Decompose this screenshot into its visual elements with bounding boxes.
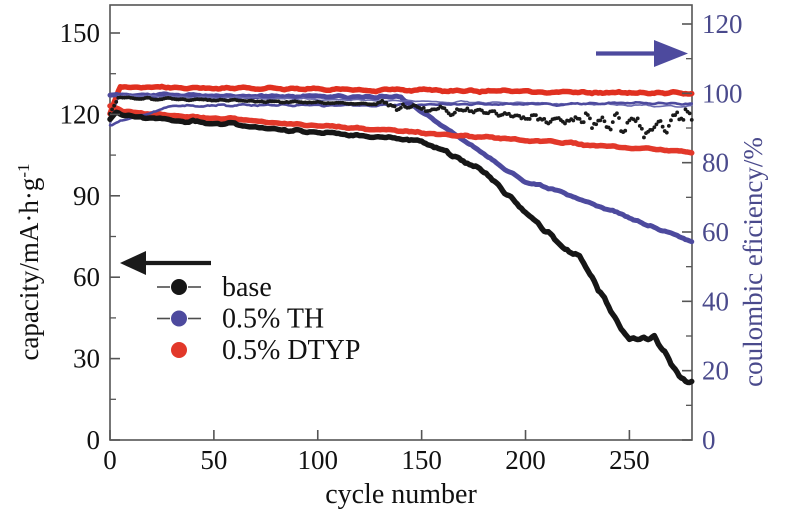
svg-text:40: 40	[702, 286, 729, 316]
svg-text:120: 120	[60, 99, 101, 129]
svg-text:0.5% TH: 0.5% TH	[222, 304, 324, 335]
svg-text:150: 150	[60, 18, 101, 48]
svg-text:60: 60	[73, 262, 100, 292]
svg-text:base: base	[222, 272, 272, 303]
svg-text:20: 20	[702, 356, 729, 386]
svg-text:100: 100	[298, 445, 339, 475]
svg-text:90: 90	[73, 181, 100, 211]
svg-text:200: 200	[505, 445, 546, 475]
svg-text:80: 80	[702, 148, 729, 178]
svg-text:60: 60	[702, 217, 729, 247]
svg-text:30: 30	[73, 344, 100, 374]
svg-text:0: 0	[87, 425, 101, 455]
svg-text:120: 120	[702, 9, 743, 39]
svg-text:0: 0	[103, 445, 117, 475]
svg-text:capacity/mA·h·g-1: capacity/mA·h·g-1	[14, 163, 45, 360]
svg-text:100: 100	[702, 78, 743, 108]
svg-text:cycle number: cycle number	[325, 479, 477, 510]
svg-text:250: 250	[609, 445, 650, 475]
svg-text:150: 150	[401, 445, 442, 475]
svg-text:0: 0	[702, 425, 716, 455]
svg-text:50: 50	[200, 445, 227, 475]
svg-text:coulombic eficiency/%: coulombic eficiency/%	[738, 137, 768, 387]
svg-text:0.5% DTYP: 0.5% DTYP	[222, 335, 360, 366]
